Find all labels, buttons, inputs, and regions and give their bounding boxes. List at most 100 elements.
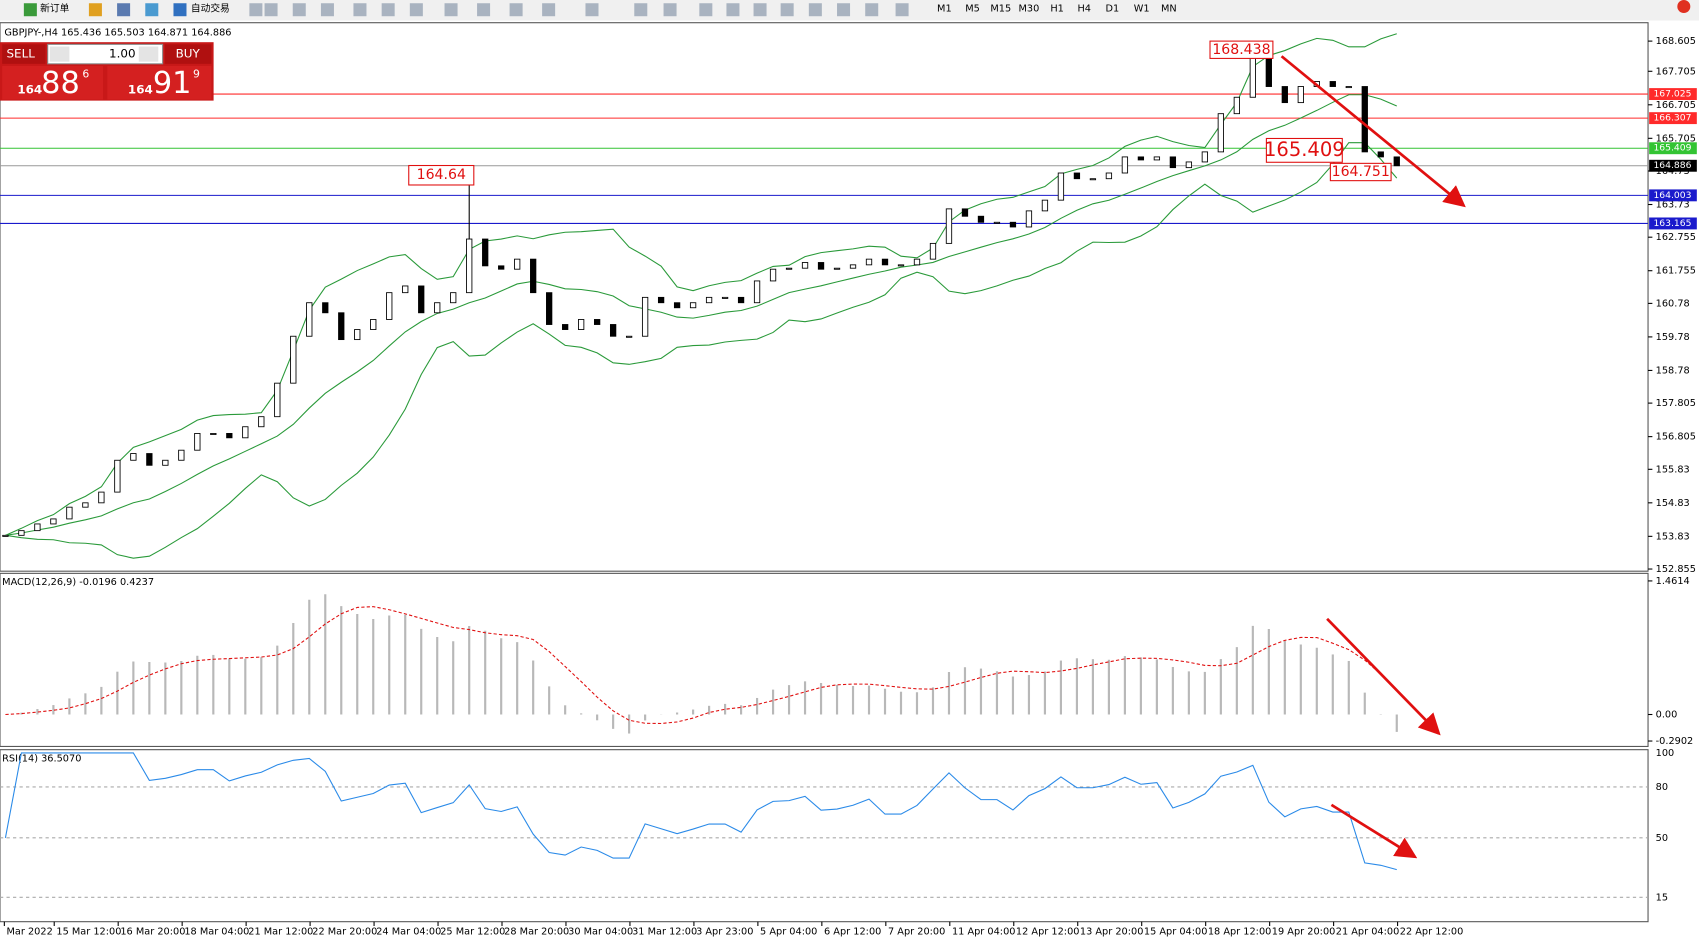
candle — [753, 280, 761, 304]
candle — [865, 258, 873, 266]
annotation-label: 164.64 — [417, 167, 466, 183]
sell-button[interactable] — [2, 44, 46, 64]
candle — [1041, 199, 1049, 212]
tool-icon[interactable] — [663, 3, 677, 17]
tool-icon[interactable] — [837, 3, 851, 17]
price-level-tag — [1649, 217, 1697, 230]
timeframe-button[interactable]: M5 — [965, 4, 980, 15]
timeframe-button[interactable]: M30 — [1019, 4, 1040, 15]
x-tick-label: 22 Apr 12:00 — [1400, 926, 1464, 937]
candle — [354, 329, 361, 341]
annotation-label: 164.751 — [1332, 164, 1390, 180]
alert-icon[interactable] — [1677, 0, 1691, 13]
tool-icon[interactable] — [542, 3, 556, 17]
toolbar-icon[interactable] — [88, 3, 102, 17]
tool-icon[interactable] — [264, 3, 278, 17]
candle — [929, 242, 937, 260]
tool-icon[interactable] — [509, 3, 523, 17]
y-tick-label: 80 — [1656, 782, 1668, 793]
sell-label[interactable]: SELL — [7, 47, 36, 61]
trend-arrow — [1326, 617, 1441, 736]
candle — [338, 312, 345, 341]
tool-icon[interactable] — [585, 3, 599, 17]
tool-icon[interactable] — [477, 3, 491, 17]
tool-icon[interactable] — [895, 3, 909, 17]
price-level-tag — [1649, 189, 1697, 202]
timeframe-button[interactable]: M15 — [990, 4, 1011, 15]
plot: 168.605167.705166.705165.705164.73163.73… — [0, 33, 1697, 937]
tool-icon[interactable] — [381, 3, 395, 17]
candle — [961, 208, 969, 217]
ask-big: 164 — [128, 82, 153, 96]
tool-icon[interactable] — [249, 3, 263, 17]
candle — [50, 518, 57, 525]
x-tick-label: 28 Mar 20:00 — [504, 926, 569, 937]
candle — [1025, 210, 1033, 228]
tool-icon[interactable] — [865, 3, 879, 17]
x-tick-label: 18 Mar 04:00 — [184, 926, 249, 937]
price-level-tag — [1649, 142, 1697, 155]
y-tick-label: 50 — [1656, 833, 1668, 844]
macd-header: MACD(12,26,9) -0.0196 0.4237 — [2, 577, 154, 588]
price-level-tag — [1649, 159, 1697, 172]
tool-icon[interactable] — [753, 3, 767, 17]
tool-icon[interactable] — [292, 3, 306, 17]
candle — [609, 324, 617, 337]
new-order-icon[interactable] — [23, 3, 37, 17]
new-order-button[interactable]: 新订单 — [40, 2, 70, 15]
y-tick-label: -0.2902 — [1656, 736, 1694, 747]
macd-panel — [0, 572, 1649, 747]
timeframe-button[interactable]: MN — [1161, 4, 1177, 15]
x-tick-label: 24 Mar 04:00 — [376, 926, 441, 937]
x-tick-label: 6 Apr 12:00 — [824, 926, 881, 937]
rsi-panel — [0, 749, 1649, 923]
price-level-label: 165.409 — [1653, 143, 1691, 154]
auto-trading-icon[interactable] — [173, 3, 187, 17]
lots-field[interactable] — [47, 43, 164, 65]
y-tick-label: 157.805 — [1656, 398, 1696, 409]
tool-icon[interactable] — [699, 3, 713, 17]
toolbar-icon[interactable] — [145, 3, 159, 17]
bollinger-band — [5, 142, 1398, 559]
tool-icon[interactable] — [320, 3, 334, 17]
bid-box[interactable] — [2, 65, 104, 100]
tool-icon[interactable] — [409, 3, 423, 17]
lots-value[interactable]: 1.00 — [109, 47, 136, 61]
candle — [130, 453, 137, 461]
x-tick-label: 22 Mar 20:00 — [312, 926, 377, 937]
tool-icon[interactable] — [353, 3, 367, 17]
lots-up[interactable] — [138, 46, 159, 62]
tool-icon[interactable] — [634, 3, 648, 17]
buy-button[interactable] — [164, 44, 212, 64]
auto-trading-button[interactable]: 自动交易 — [191, 2, 230, 15]
candle — [1121, 156, 1129, 174]
price-level-tag — [1649, 112, 1697, 125]
lots-down[interactable] — [49, 46, 70, 62]
tool-icon[interactable] — [808, 3, 822, 17]
toolbar-icon[interactable] — [117, 3, 131, 17]
buy-label[interactable]: BUY — [176, 47, 201, 61]
tool-icon[interactable] — [444, 3, 458, 17]
candle — [689, 302, 697, 309]
trade-panel: SELL 1.00 BUY 164 88 6 164 91 9 — [0, 42, 214, 101]
candle — [290, 335, 297, 384]
timeframe-button[interactable]: H1 — [1050, 4, 1064, 15]
ask-box[interactable] — [107, 65, 212, 100]
timeframe-button[interactable]: M1 — [937, 4, 952, 15]
candle — [993, 221, 1001, 224]
tool-icon[interactable] — [726, 3, 740, 17]
candle — [370, 319, 377, 330]
x-tick-label: 30 Mar 04:00 — [568, 926, 633, 937]
candle — [162, 459, 169, 466]
y-tick-label: 158.78 — [1656, 365, 1690, 376]
annotation-box — [1329, 162, 1392, 182]
tool-icon[interactable] — [780, 3, 794, 17]
timeframe-button[interactable]: H4 — [1077, 4, 1091, 15]
x-tick-label: 7 Apr 20:00 — [888, 926, 945, 937]
candle — [1233, 96, 1240, 115]
x-tick-label: 13 Apr 20:00 — [1080, 926, 1144, 937]
candle — [721, 296, 729, 299]
candle — [1153, 156, 1161, 161]
timeframe-button[interactable]: W1 — [1134, 4, 1150, 15]
timeframe-button[interactable]: D1 — [1106, 4, 1120, 15]
